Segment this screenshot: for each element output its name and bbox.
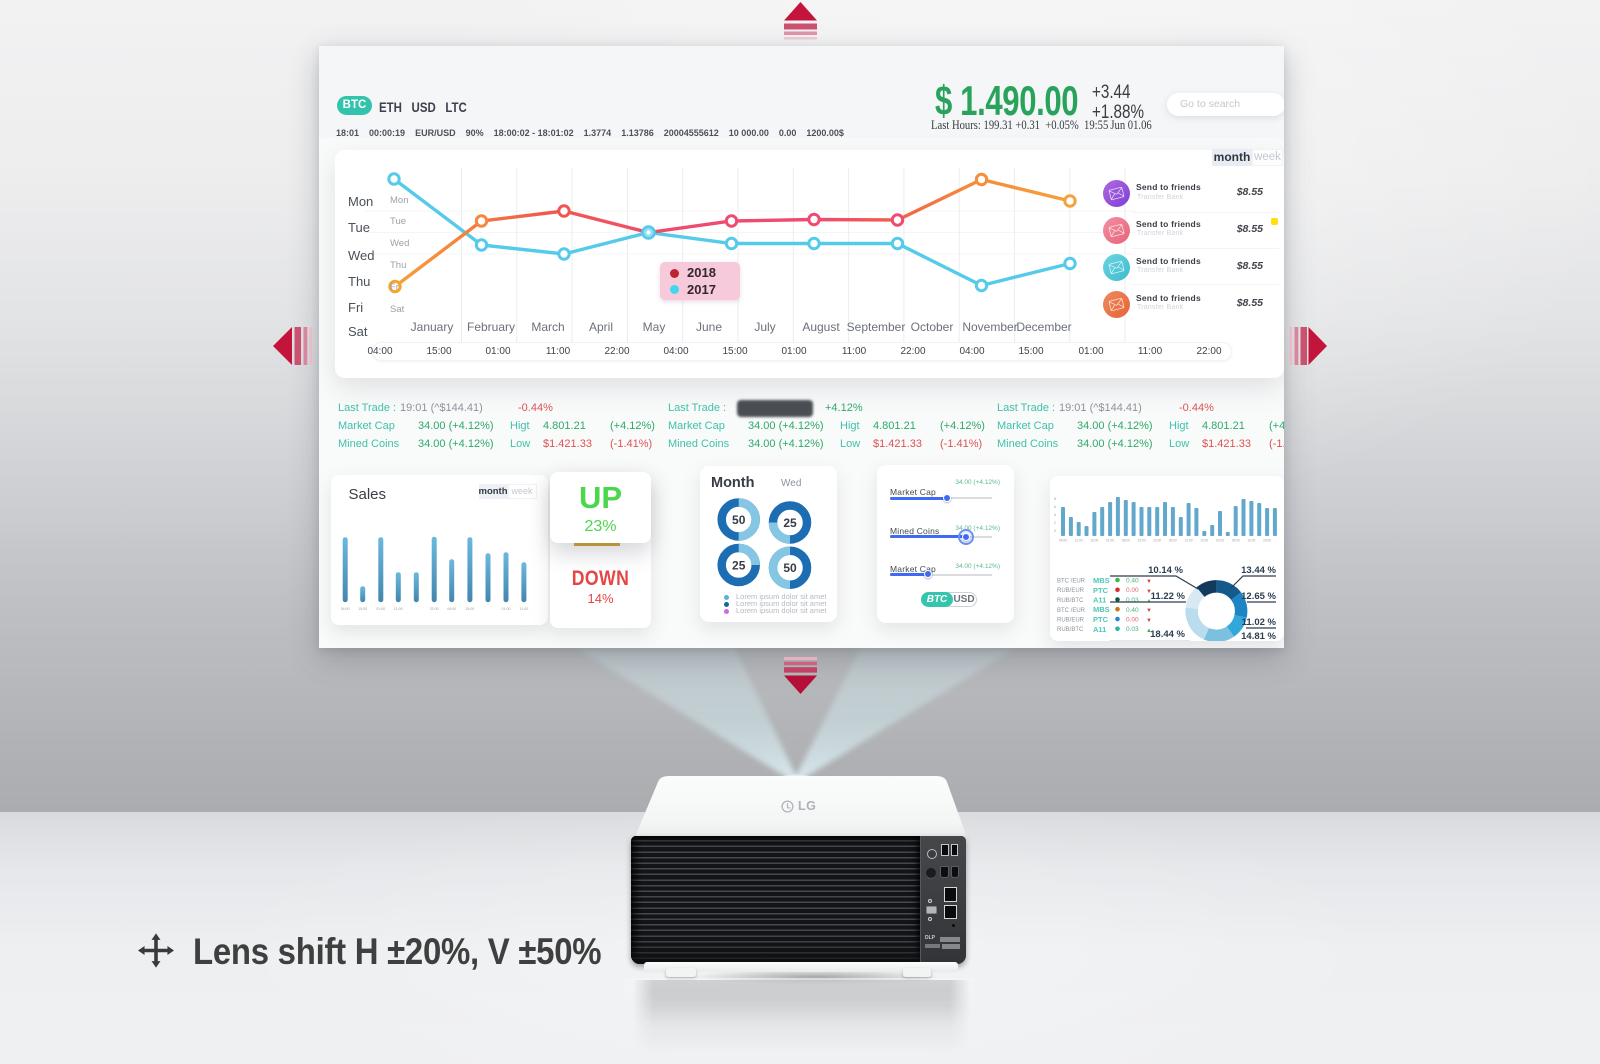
svg-text:0.03: 0.03	[1126, 597, 1139, 604]
svg-text:0.00: 0.00	[1126, 587, 1139, 594]
svg-text:15:00: 15:00	[465, 607, 474, 611]
svg-text:04:00: 04:00	[1059, 539, 1067, 543]
svg-text:25: 25	[783, 516, 797, 530]
svg-text:PTC: PTC	[1093, 615, 1109, 624]
svg-text:01:00: 01:00	[376, 607, 385, 611]
svg-text:04:00: 04:00	[340, 607, 349, 611]
svg-text:A11: A11	[1093, 625, 1106, 634]
svg-text:11:00: 11:00	[393, 607, 402, 611]
svg-text:RUB/EUR: RUB/EUR	[1057, 588, 1085, 594]
svg-text:19:00: 19:00	[1200, 539, 1208, 543]
svg-text:▼: ▼	[1146, 579, 1152, 585]
svg-text:02:00: 02:00	[1216, 539, 1224, 543]
svg-text:▲: ▲	[1146, 628, 1152, 634]
svg-text:A11: A11	[1093, 596, 1106, 605]
svg-text:12:00: 12:00	[1185, 539, 1193, 543]
svg-text:05:00: 05:00	[1169, 539, 1177, 543]
svg-text:BTC /EUR: BTC /EUR	[1057, 608, 1086, 614]
svg-text:RUB/BTC: RUB/BTC	[1057, 627, 1084, 633]
svg-text:▼: ▼	[1146, 608, 1152, 614]
svg-text:0: 0	[1054, 529, 1056, 533]
svg-text:RUB/BTC: RUB/BTC	[1057, 598, 1084, 604]
svg-text:08:00: 08:00	[1122, 539, 1130, 543]
svg-text:PTC: PTC	[1093, 586, 1109, 595]
svg-text:8: 8	[1054, 497, 1056, 501]
svg-text:6: 6	[1054, 505, 1056, 509]
svg-text:50: 50	[732, 513, 746, 527]
svg-text:▼: ▼	[1146, 618, 1152, 624]
svg-text:BTC /EUR: BTC /EUR	[1057, 579, 1086, 585]
svg-text:16:00: 16:00	[1247, 539, 1255, 543]
svg-text:4: 4	[1054, 513, 1056, 517]
svg-text:22:00: 22:00	[429, 607, 438, 611]
svg-text:0.03: 0.03	[1126, 626, 1139, 633]
svg-text:18:00: 18:00	[1090, 539, 1098, 543]
svg-text:11:00: 11:00	[1075, 539, 1083, 543]
svg-text:MBS: MBS	[1093, 605, 1110, 614]
svg-text:01:00: 01:00	[501, 607, 510, 611]
svg-text:11:00: 11:00	[519, 607, 528, 611]
svg-text:04:00: 04:00	[447, 607, 456, 611]
svg-text:01:00: 01:00	[1106, 539, 1114, 543]
svg-text:22:00: 22:00	[1153, 539, 1161, 543]
svg-text:23:00: 23:00	[1263, 539, 1271, 543]
svg-text:15:00: 15:00	[358, 607, 367, 611]
svg-text:50: 50	[783, 561, 797, 575]
svg-text:0.40: 0.40	[1126, 578, 1139, 585]
svg-text:RUB/EUR: RUB/EUR	[1057, 618, 1085, 624]
svg-text:0.40: 0.40	[1126, 607, 1139, 614]
svg-text:MBS: MBS	[1093, 576, 1110, 585]
svg-text:25: 25	[732, 559, 746, 573]
svg-text:09:00: 09:00	[1232, 539, 1240, 543]
svg-text:2: 2	[1054, 521, 1056, 525]
svg-text:▼: ▼	[1146, 589, 1152, 595]
svg-text:0.00: 0.00	[1126, 617, 1139, 624]
svg-text:15:00: 15:00	[1138, 539, 1146, 543]
